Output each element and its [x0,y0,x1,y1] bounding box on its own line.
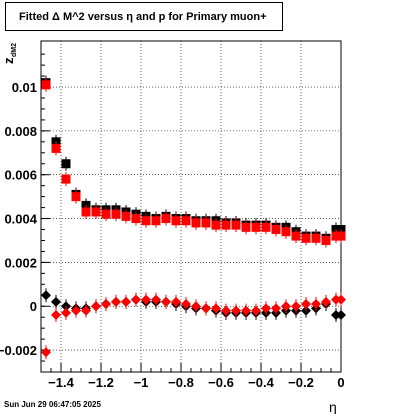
data-point-diamond [321,296,331,307]
data-point-diamond [191,301,201,312]
data-point-diamond [181,299,191,310]
data-point-diamond [211,303,221,314]
data-point-square [141,216,151,226]
data-point-diamond [271,303,281,314]
data-point-square [131,214,141,224]
data-point-square [191,218,201,228]
data-point-diamond [301,299,311,310]
data-point-square [311,233,321,243]
data-point-square [71,192,81,202]
data-point-square [261,222,271,232]
data-point-diamond [281,301,291,312]
axes: −1.4 −1.2 −1 −0.8 −0.6 −0.4 −0.2 0 −0.002 0 0.002 0… [0,53,345,390]
data-point-diamond [241,305,251,316]
data-point-square [331,231,341,241]
y-tick-label: 0.01 [12,80,37,95]
data-point-square [201,218,211,228]
data-point-square [321,235,331,245]
data-point-square [291,231,301,241]
data-point-diamond [251,305,261,316]
data-point-square [81,207,91,217]
x-tick-label: −1.4 [48,375,74,390]
chart-title: Fitted Δ M^2 versus η and p for Primary … [5,2,283,31]
data-point-square [161,214,171,224]
data-point-diamond [51,310,61,321]
data-point-diamond [171,296,181,307]
data-point-diamond [81,305,91,316]
data-point-diamond [336,294,346,305]
x-tick-label: 0 [337,375,344,390]
timestamp: Sun Jun 29 06:47:05 2025 [4,400,101,409]
data-point-diamond [221,305,231,316]
data-point-square [241,222,251,232]
data-point-diamond [151,294,161,305]
x-tick-label: −0.8 [168,375,194,390]
data-point-square [181,216,191,226]
y-tick-label: 0.006 [4,168,37,183]
y-tick-label: 0 [30,299,37,314]
x-tick-label: −0.6 [208,375,234,390]
data-point-diamond [61,307,71,318]
data-point-diamond [91,301,101,312]
data-point-square [91,207,101,217]
data-point-square [121,211,131,221]
x-tick-label: −1.2 [88,375,114,390]
data-marks [41,75,346,360]
data-point-square [51,143,61,153]
data-point-square [336,231,346,241]
data-point-square [151,216,161,226]
data-point-diamond [201,303,211,314]
data-point-square [211,220,221,230]
data-point-square [301,233,311,243]
data-point-square [101,209,111,219]
data-point-diamond [101,299,111,310]
data-point-diamond [311,299,321,310]
data-point-diamond [51,296,61,307]
data-point-square [41,80,51,90]
data-point-square [61,174,71,184]
data-point-diamond [121,296,131,307]
y-tick-label: 0.004 [4,212,37,227]
y-tick-label: 0.002 [4,255,37,270]
y-tick-label: 0.008 [4,124,37,139]
y-axis-label: z [1,57,16,64]
grid [41,41,341,372]
data-point-diamond [131,294,141,305]
x-tick-label: −1 [134,375,149,390]
x-tick-label: −0.2 [288,375,314,390]
data-point-diamond [261,303,271,314]
data-point-square [171,216,181,226]
x-tick-label: −0.4 [248,375,274,390]
data-point-diamond [336,310,346,321]
y-tick-label: −0.002 [0,343,37,358]
x-axis-label: η [329,399,337,414]
data-point-diamond [111,296,121,307]
data-point-square [251,222,261,232]
data-point-square [281,227,291,237]
data-point-square [111,209,121,219]
data-point-diamond [291,301,301,312]
data-point-square [61,159,71,169]
data-point-diamond [71,305,81,316]
data-point-square [271,225,281,235]
data-point-square [231,220,241,230]
y-axis-label-subscript: dM2 [11,43,18,57]
data-point-diamond [41,347,51,358]
data-point-diamond [161,296,171,307]
data-point-square [221,220,231,230]
data-point-diamond [231,305,241,316]
data-point-diamond [41,290,51,301]
data-point-diamond [141,294,151,305]
